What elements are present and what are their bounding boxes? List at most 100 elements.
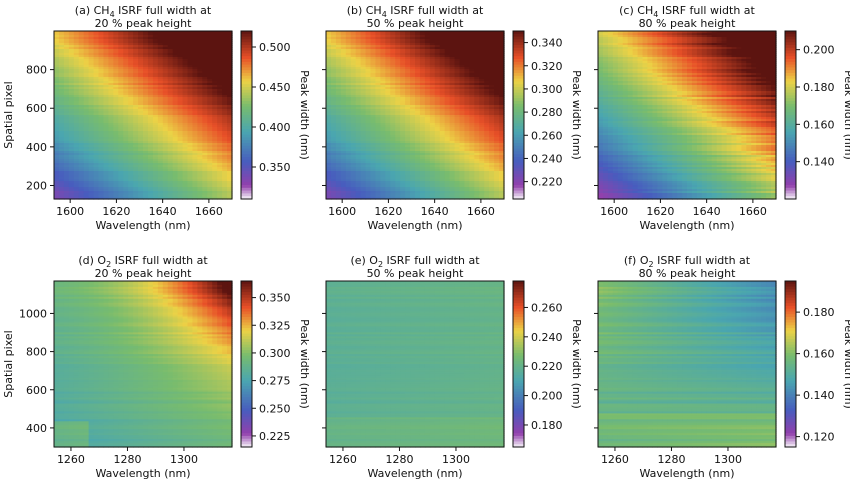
heatmap-cell: [197, 99, 203, 102]
heatmap-cell: [177, 67, 184, 70]
heatmap-cell: [133, 67, 139, 70]
heatmap-cell: [58, 49, 65, 52]
heatmap-cell: [187, 55, 194, 58]
heatmap-cell: [217, 63, 223, 66]
heatmap-cell: [177, 77, 184, 80]
heatmap-cell: [167, 31, 174, 34]
heatmap-cell: [227, 69, 233, 72]
heatmap-cell: [98, 93, 105, 96]
heatmap-cell: [73, 115, 80, 118]
heatmap-cell: [68, 47, 75, 50]
heatmap-cell: [98, 73, 105, 76]
heatmap-cell: [138, 55, 144, 58]
heatmap-cell: [172, 59, 179, 62]
heatmap-cell: [123, 75, 129, 78]
heatmap-cell: [212, 31, 218, 34]
heatmap-cell: [78, 95, 85, 98]
heatmap-cell: [227, 113, 233, 116]
heatmap-cell: [123, 31, 129, 34]
heatmap-cell: [83, 107, 90, 110]
heatmap-cell: [73, 61, 80, 64]
heatmap-cell: [88, 49, 95, 52]
heatmap-cell: [73, 73, 80, 76]
heatmap-cell: [217, 99, 223, 102]
heatmap-cell: [143, 89, 149, 92]
heatmap-cell: [128, 97, 134, 100]
heatmap-cell: [167, 85, 174, 88]
heatmap-cell: [177, 33, 184, 36]
heatmap-cell: [88, 91, 95, 94]
heatmap-cell: [58, 81, 65, 84]
heatmap-cell: [93, 59, 100, 62]
heatmap-cell: [167, 45, 174, 48]
heatmap-cell: [118, 43, 124, 46]
heatmap-cell: [222, 71, 228, 74]
heatmap-cell: [172, 35, 179, 38]
heatmap-cell: [108, 87, 114, 90]
heatmap-cell: [78, 39, 85, 42]
heatmap-cell: [133, 113, 139, 116]
heatmap-cell: [152, 117, 159, 120]
heatmap-cell: [128, 93, 134, 96]
heatmap-cell: [167, 33, 174, 36]
heatmap-cell: [63, 45, 70, 48]
heatmap-cell: [212, 113, 218, 116]
heatmap-cell: [108, 103, 114, 106]
heatmap-cell: [143, 77, 149, 80]
heatmap-cell: [133, 57, 139, 60]
heatmap-cell: [113, 35, 119, 38]
heatmap-cell: [172, 99, 179, 102]
heatmap-cell: [133, 59, 139, 62]
heatmap-cell: [207, 49, 213, 52]
heatmap-cell: [227, 63, 233, 66]
heatmap-cell: [217, 77, 223, 80]
heatmap-cell: [133, 109, 139, 112]
heatmap-cell: [113, 55, 119, 58]
heatmap-cell: [197, 55, 203, 58]
heatmap-cell: [152, 115, 159, 118]
heatmap-cell: [133, 99, 139, 102]
heatmap-cell: [138, 37, 144, 40]
heatmap-cell: [93, 109, 100, 112]
heatmap-cell: [162, 55, 169, 58]
heatmap-cell: [197, 83, 203, 86]
heatmap-cell: [182, 33, 189, 36]
heatmap-cell: [123, 69, 129, 72]
heatmap-cell: [133, 55, 139, 58]
heatmap-cell: [143, 95, 149, 98]
heatmap-cell: [68, 103, 75, 106]
heatmap-cell: [217, 95, 223, 98]
heatmap-cell: [138, 67, 144, 70]
heatmap-cell: [217, 45, 223, 48]
heatmap-cell: [83, 61, 90, 64]
heatmap-cell: [157, 85, 164, 88]
heatmap-cell: [73, 57, 80, 60]
heatmap-cell: [54, 99, 60, 102]
heatmap-cell: [113, 87, 119, 90]
heatmap-cell: [93, 91, 100, 94]
heatmap-cell: [123, 37, 129, 40]
heatmap-cell: [113, 111, 119, 114]
heatmap-cell: [182, 37, 189, 40]
heatmap-cell: [182, 41, 189, 44]
heatmap-cell: [157, 67, 164, 70]
heatmap-cell: [182, 85, 189, 88]
heatmap-cell: [172, 103, 179, 106]
heatmap-cell: [63, 121, 70, 124]
heatmap-cell: [222, 105, 228, 108]
heatmap-cell: [157, 93, 164, 96]
heatmap-cell: [157, 47, 164, 50]
heatmap-cell: [113, 81, 119, 84]
heatmap-cell: [63, 65, 70, 68]
heatmap-cell: [54, 63, 60, 66]
heatmap-cell: [202, 81, 208, 84]
heatmap-cell: [108, 67, 114, 70]
heatmap-cell: [187, 63, 194, 66]
heatmap-cell: [182, 51, 189, 54]
heatmap-cell: [143, 73, 149, 76]
heatmap-cell: [143, 41, 149, 44]
heatmap-cell: [138, 63, 144, 66]
heatmap-cell: [217, 47, 223, 50]
heatmap-cell: [147, 31, 154, 34]
heatmap-cell: [63, 93, 70, 96]
